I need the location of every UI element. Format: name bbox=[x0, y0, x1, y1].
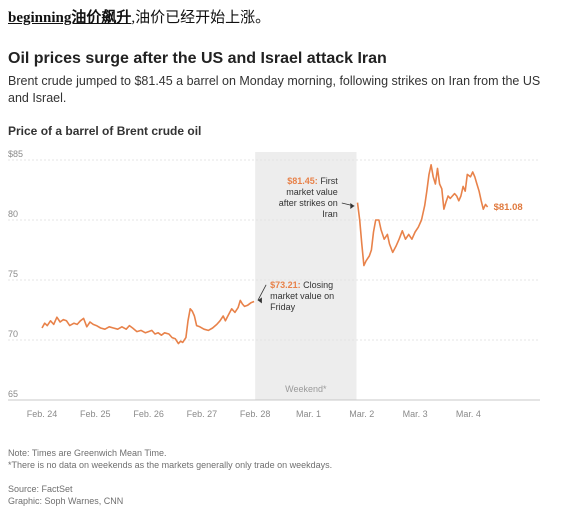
x-tick-label: Mar. 1 bbox=[296, 409, 321, 419]
note-time: Note: Times are Greenwich Mean Time. bbox=[8, 448, 167, 458]
price-line-segment bbox=[41, 299, 255, 345]
annotation-line: Friday bbox=[270, 302, 296, 312]
annotation-arrowhead bbox=[350, 203, 355, 209]
annotation-line: market value on bbox=[270, 291, 334, 301]
price-line-segment bbox=[356, 164, 489, 267]
weekend-band: Weekend* bbox=[255, 152, 357, 400]
annotation-text: First bbox=[318, 176, 338, 186]
annotation-line: Iran bbox=[322, 209, 338, 219]
kicker: beginning油价飙升,油价已经开始上涨。 bbox=[8, 6, 270, 27]
notes: Note: Times are Greenwich Mean Time. *Th… bbox=[8, 447, 332, 507]
gridlines bbox=[8, 159, 540, 401]
x-tick-label: Feb. 24 bbox=[27, 409, 58, 419]
annotation-line: after strikes on bbox=[279, 198, 338, 208]
y-axis-ticks: $85 80 75 70 65 bbox=[8, 149, 23, 399]
annotation-arrow bbox=[257, 284, 267, 301]
y-tick-label: $85 bbox=[8, 149, 23, 159]
weekend-rect bbox=[255, 152, 357, 400]
x-tick-label: Mar. 3 bbox=[403, 409, 428, 419]
y-tick-label: 70 bbox=[8, 329, 18, 339]
chart-title: Price of a barrel of Brent crude oil bbox=[8, 124, 202, 138]
x-tick-label: Feb. 26 bbox=[133, 409, 164, 419]
annotation-line: market value bbox=[286, 187, 338, 197]
dek: Brent crude jumped to $81.45 a barrel on… bbox=[8, 74, 541, 105]
annotation-text: Closing bbox=[301, 280, 334, 290]
weekend-label: Weekend* bbox=[285, 384, 327, 394]
annotation-arrowhead bbox=[257, 297, 262, 304]
y-tick-label: 80 bbox=[8, 209, 18, 219]
source-line: Source: FactSet bbox=[8, 484, 73, 494]
note-weekend: *There is no data on weekends as the mar… bbox=[8, 460, 333, 470]
y-tick-label: 65 bbox=[8, 389, 18, 399]
x-axis-ticks: Feb. 24 Feb. 25 Feb. 26 Feb. 27 Feb. 28 Mar. … bbox=[27, 409, 481, 419]
annotation-value: $73.21: bbox=[270, 280, 301, 290]
y-tick-label: 75 bbox=[8, 269, 18, 279]
annotation-closing-value: $73.21: Closing market value on Friday bbox=[270, 280, 334, 312]
annotation-first-value: $81.45: First market value after strikes o… bbox=[279, 176, 339, 219]
x-tick-label: Feb. 27 bbox=[187, 409, 218, 419]
annotations: $81.45: First market value after strikes o… bbox=[257, 176, 523, 312]
x-tick-label: Mar. 4 bbox=[456, 409, 481, 419]
end-value-label: $81.08 bbox=[494, 202, 523, 213]
annotation-value: $81.45: bbox=[287, 176, 318, 186]
x-tick-label: Feb. 28 bbox=[240, 409, 271, 419]
x-tick-label: Feb. 25 bbox=[80, 409, 111, 419]
headline: Oil prices surge after the US and Israel… bbox=[8, 50, 387, 67]
price-line bbox=[41, 164, 489, 345]
kicker-rest: ,油价已经开始上涨。 bbox=[131, 10, 271, 26]
x-tick-label: Mar. 2 bbox=[349, 409, 374, 419]
annotation-line: $81.45: First bbox=[287, 176, 338, 186]
annotation-line: $73.21: Closing bbox=[270, 280, 333, 290]
kicker-underlined: beginning油价飙升 bbox=[8, 10, 132, 26]
graphic-credit: Graphic: Soph Warnes, CNN bbox=[8, 496, 124, 506]
